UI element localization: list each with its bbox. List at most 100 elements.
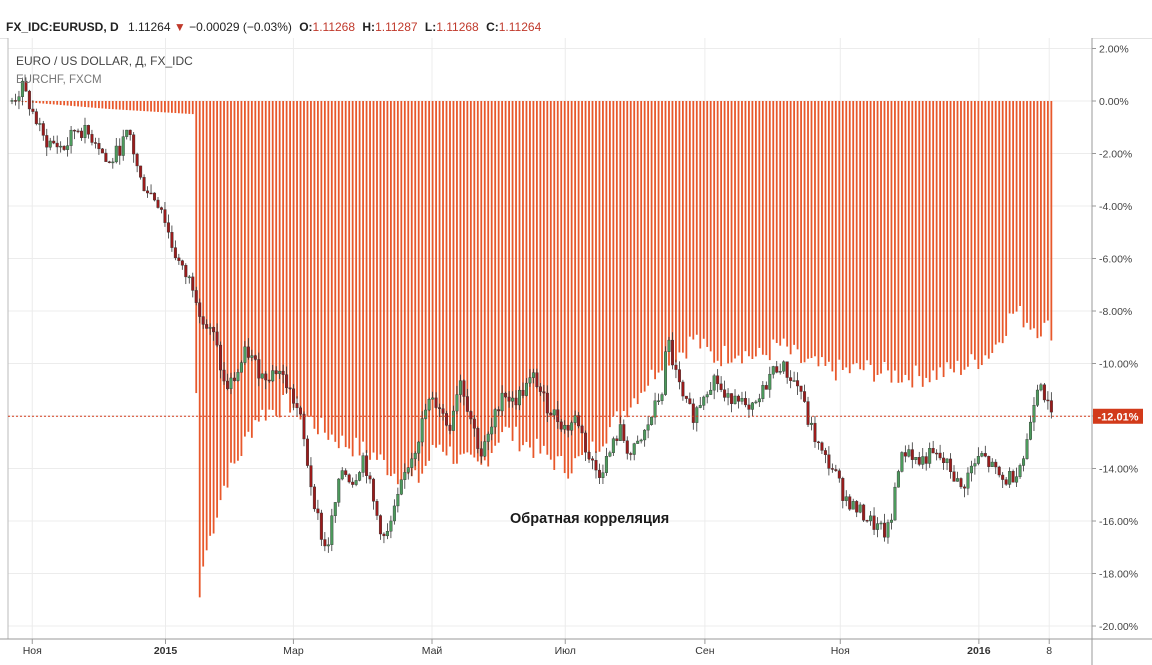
- candle-body: [848, 496, 852, 510]
- correlation-bar: [817, 101, 820, 367]
- candle-body: [771, 366, 775, 375]
- correlation-bar: [115, 101, 118, 110]
- candle-body: [1028, 421, 1032, 440]
- correlation-bar: [254, 101, 257, 421]
- chart-title[interactable]: EURO / US DOLLAR, Д, FX_IDC: [16, 54, 193, 68]
- candle-body: [142, 177, 146, 192]
- y-tick-label: 2.00%: [1099, 44, 1129, 56]
- candle-body: [955, 478, 959, 482]
- candle-body: [761, 385, 765, 399]
- correlation-bar: [45, 101, 48, 104]
- correlation-bar: [511, 101, 514, 441]
- candle-body: [507, 396, 511, 402]
- chart-canvas[interactable]: 2.00% 0.00% -2.00% -4.00% -6.00% -8.00% -10.00…: [0, 38, 1152, 665]
- candle-body: [180, 260, 184, 266]
- correlation-bar: [723, 101, 726, 346]
- candle-body: [159, 207, 163, 210]
- candle-body: [597, 469, 601, 478]
- correlation-bar: [84, 101, 86, 107]
- correlation-bar: [852, 101, 855, 365]
- symbol-label[interactable]: FX_IDC:EURUSD, D: [6, 20, 119, 34]
- correlation-bar: [264, 101, 267, 421]
- candle-body: [928, 448, 932, 464]
- correlation-bar: [779, 101, 782, 346]
- candle-body: [896, 471, 900, 488]
- candle-body: [938, 452, 942, 459]
- chart-subtitle[interactable]: EURCHF, FXCM: [16, 74, 102, 86]
- correlation-bar: [230, 101, 232, 463]
- candle-body: [226, 380, 230, 389]
- correlation-bar: [111, 101, 114, 110]
- candle-body: [187, 276, 191, 279]
- candle-body: [677, 369, 681, 383]
- candle-body: [372, 478, 376, 502]
- candle-body: [799, 385, 803, 392]
- correlation-bar: [994, 101, 997, 345]
- candle-body: [316, 508, 320, 514]
- candle-body: [17, 96, 21, 102]
- correlation-bar: [327, 101, 330, 440]
- candle-body: [810, 422, 814, 425]
- candle-body: [274, 370, 278, 374]
- candle-body: [27, 90, 31, 110]
- x-tick-label: Ноя: [23, 645, 42, 657]
- candle-body: [949, 458, 953, 472]
- correlation-bar: [608, 101, 611, 428]
- correlation-bar: [223, 101, 225, 486]
- correlation-bar: [883, 101, 886, 363]
- correlation-bar: [626, 101, 629, 418]
- candle-body: [48, 140, 52, 148]
- candle-body: [358, 472, 362, 481]
- correlation-bar: [1036, 101, 1039, 339]
- correlation-bar: [921, 101, 924, 387]
- correlation-bar: [104, 101, 107, 109]
- correlation-bar: [824, 101, 827, 366]
- correlation-bar: [807, 101, 809, 359]
- correlation-bar: [730, 101, 733, 363]
- candle-body: [163, 209, 167, 223]
- last-value-marker: -12.01%: [8, 408, 1143, 424]
- candle-body: [865, 520, 869, 522]
- candle-body: [879, 522, 883, 525]
- correlation-bar: [727, 101, 729, 364]
- y-tick-label: -16.00%: [1099, 516, 1138, 528]
- correlation-bar: [786, 101, 789, 347]
- candle-body: [392, 505, 396, 522]
- candle-body: [257, 359, 261, 379]
- candle-body: [250, 355, 254, 358]
- correlation-bar: [855, 101, 858, 364]
- candle-body: [573, 415, 577, 423]
- candle-body: [149, 192, 153, 195]
- correlation-bar: [1029, 101, 1032, 330]
- correlation-bar: [431, 101, 434, 445]
- correlation-bar: [362, 101, 364, 442]
- correlation-bar: [473, 101, 476, 458]
- candle-body: [45, 135, 49, 148]
- candle-body: [914, 457, 918, 460]
- correlation-bar: [810, 101, 813, 359]
- price-axis[interactable]: 2.00% 0.00% -2.00% -4.00% -6.00% -8.00% -10.00…: [1092, 44, 1138, 634]
- candle-body: [980, 453, 984, 457]
- correlation-bar: [508, 101, 510, 428]
- candle-body: [730, 393, 734, 404]
- correlation-bar: [699, 101, 702, 349]
- candle-body: [816, 441, 820, 444]
- correlation-bar: [56, 101, 59, 105]
- correlation-bar: [445, 101, 448, 456]
- candle-body: [472, 418, 476, 429]
- correlation-bar: [94, 101, 97, 108]
- correlation-bar: [233, 101, 236, 464]
- candle-body: [872, 515, 876, 530]
- candle-body: [973, 463, 977, 467]
- correlation-bar: [63, 101, 66, 106]
- time-axis[interactable]: Ноя 2015 Мар Май Июл Сен Ноя 2016 8: [23, 639, 1053, 657]
- candle-body: [86, 125, 90, 135]
- candle-body: [1025, 439, 1029, 459]
- correlation-bar: [897, 101, 900, 383]
- x-tick-label: Мар: [283, 645, 304, 657]
- candle-body: [295, 403, 299, 409]
- correlation-bar: [848, 101, 851, 374]
- correlation-bar: [449, 101, 451, 447]
- candle-body: [212, 327, 216, 333]
- correlation-bar: [303, 101, 305, 417]
